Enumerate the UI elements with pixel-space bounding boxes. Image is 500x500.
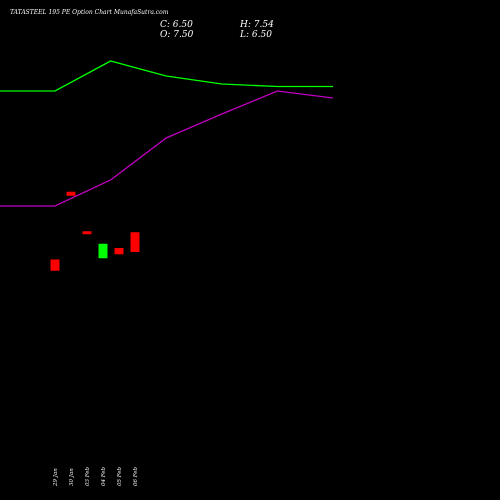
x-tick-label: 30 Jan [69, 468, 75, 486]
open-readout: O: 7.50 [160, 30, 193, 40]
candle-04-feb [98, 243, 108, 259]
x-tick-label: 06 Feb [133, 466, 139, 486]
low-value: 6.50 [251, 30, 272, 40]
x-tick-label: 04 Feb [101, 466, 107, 486]
x-tick-label: 29 Jan [53, 468, 59, 487]
candle-30-jan [66, 191, 76, 196]
candle-03-feb [82, 231, 92, 235]
close-label: C: [160, 20, 170, 30]
low-label: L: [240, 30, 250, 40]
candle-05-feb [114, 248, 124, 255]
candle-29-jan [50, 259, 60, 271]
x-tick-label: 03 Feb [85, 466, 91, 486]
high-readout: H: 7.54 [240, 20, 274, 30]
low-readout: L: 6.50 [240, 30, 272, 40]
open-value: 7.50 [173, 30, 194, 40]
candle-06-feb [130, 232, 140, 252]
high-value: 7.54 [253, 20, 274, 30]
series-line-1 [0, 60, 333, 92]
close-value: 6.50 [172, 20, 193, 30]
chart-title: TATASTEEL 195 PE Option Chart MunafaSutr… [10, 9, 169, 16]
close-readout: C: 6.50 [160, 20, 193, 30]
open-label: O: [160, 30, 171, 40]
series-line-2 [0, 90, 334, 207]
x-tick-label: 05 Feb [117, 466, 123, 486]
high-label: H: [240, 20, 251, 30]
